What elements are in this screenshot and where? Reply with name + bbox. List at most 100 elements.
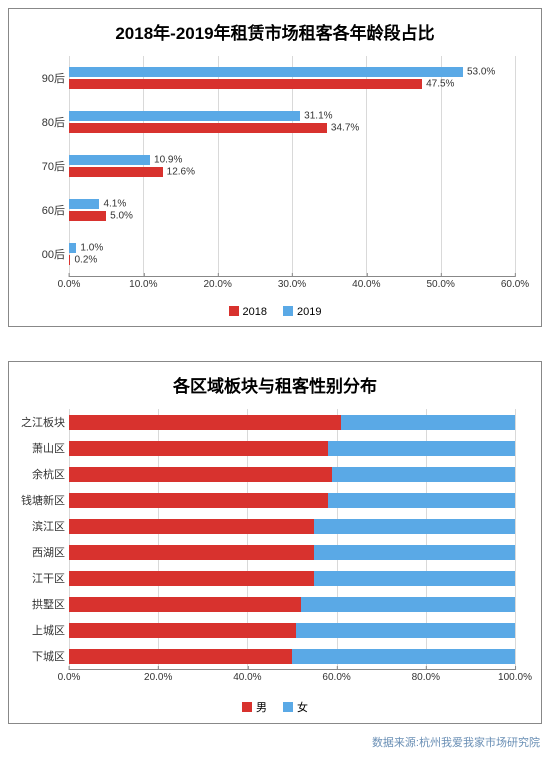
gender-category-label: 滨江区 — [17, 518, 65, 534]
x-tick-label: 60.0% — [322, 672, 350, 683]
age-category-label: 70后 — [17, 158, 65, 174]
gender-bar-male — [69, 493, 328, 508]
age-bar-value-label: 34.7% — [331, 123, 359, 134]
age-bar — [69, 111, 300, 121]
gender-bar-female — [301, 597, 515, 612]
gender-bar-female — [314, 571, 515, 586]
age-chart-panel: 2018年-2019年租赁市场租客各年龄段占比 90后 53.0% 47.5% 80后… — [8, 8, 542, 327]
legend-swatch — [229, 306, 239, 316]
age-category-label: 60后 — [17, 202, 65, 218]
gender-category-label: 萧山区 — [17, 440, 65, 456]
gender-bar-male — [69, 441, 328, 456]
gender-bar-female — [341, 415, 515, 430]
gridline — [515, 409, 516, 669]
age-bar-value-label: 31.1% — [304, 111, 332, 122]
gender-bars: 之江板块萧山区余杭区钱塘新区滨江区西湖区江干区拱墅区上城区下城区 — [69, 409, 515, 669]
age-bar — [69, 79, 422, 89]
age-bar-value-label: 1.0% — [80, 243, 103, 254]
legend-swatch — [283, 306, 293, 316]
age-bar-value-label: 10.9% — [154, 155, 182, 166]
gender-bar-row — [69, 519, 515, 534]
gender-category-label: 下城区 — [17, 648, 65, 664]
gender-chart-plot: 之江板块萧山区余杭区钱塘新区滨江区西湖区江干区拱墅区上城区下城区 0.0%20.… — [69, 409, 515, 669]
x-tick-label: 30.0% — [278, 279, 306, 290]
gender-bar-male — [69, 467, 332, 482]
gender-bar-row — [69, 415, 515, 430]
legend-item: 女 — [283, 699, 308, 715]
gender-category-label: 拱墅区 — [17, 596, 65, 612]
gender-bar-row — [69, 571, 515, 586]
gender-category-label: 上城区 — [17, 622, 65, 638]
age-bars: 90后53.0%47.5%80后31.1%34.7%70后10.9%12.6%6… — [69, 56, 515, 276]
gender-category-label: 余杭区 — [17, 466, 65, 482]
gender-bar-female — [328, 493, 515, 508]
age-bar-value-label: 5.0% — [110, 211, 133, 222]
gender-bar-male — [69, 597, 301, 612]
age-bar — [69, 211, 106, 221]
age-chart-plot: 90后53.0%47.5%80后31.1%34.7%70后10.9%12.6%6… — [69, 56, 515, 276]
gender-bar-male — [69, 519, 314, 534]
age-bar — [69, 255, 70, 265]
x-tick-label: 80.0% — [412, 672, 440, 683]
x-tick-label: 0.0% — [58, 672, 81, 683]
age-chart-title: 2018年-2019年租赁市场租客各年龄段占比 — [9, 9, 541, 50]
x-tick-label: 20.0% — [144, 672, 172, 683]
gender-bar-row — [69, 493, 515, 508]
gender-bar-male — [69, 571, 314, 586]
gender-category-label: 江干区 — [17, 570, 65, 586]
x-tick-label: 0.0% — [58, 279, 81, 290]
age-bar-value-label: 0.2% — [74, 255, 97, 266]
legend-swatch — [242, 702, 252, 712]
age-x-axis: 0.0%10.0%20.0%30.0%40.0%50.0%60.0% — [69, 276, 515, 292]
x-tick-label: 100.0% — [498, 672, 532, 683]
gender-legend: 男女 — [9, 697, 541, 723]
gender-category-label: 西湖区 — [17, 544, 65, 560]
gender-x-axis: 0.0%20.0%40.0%60.0%80.0%100.0% — [69, 669, 515, 685]
age-category-label: 90后 — [17, 70, 65, 86]
gender-category-label: 之江板块 — [17, 414, 65, 430]
gender-bar-female — [292, 649, 515, 664]
age-bar — [69, 155, 150, 165]
gender-bar-male — [69, 623, 296, 638]
age-bar-value-label: 53.0% — [467, 67, 495, 78]
gender-bar-female — [314, 519, 515, 534]
legend-item: 男 — [242, 699, 267, 715]
gender-bar-female — [314, 545, 515, 560]
age-category-label: 80后 — [17, 114, 65, 130]
gender-bar-row — [69, 597, 515, 612]
age-bar — [69, 167, 163, 177]
panel-gap — [0, 335, 550, 353]
age-bar — [69, 67, 463, 77]
age-bar — [69, 199, 99, 209]
gridline — [515, 56, 516, 276]
gender-bar-female — [328, 441, 515, 456]
gender-bar-male — [69, 649, 292, 664]
legend-item: 2019 — [283, 306, 321, 318]
x-tick-label: 60.0% — [501, 279, 529, 290]
gender-bar-male — [69, 545, 314, 560]
age-legend: 2018 2019 — [9, 304, 541, 326]
gender-bar-female — [296, 623, 515, 638]
data-source: 数据来源:杭州我爱我家市场研究院 — [0, 732, 550, 758]
age-bar — [69, 243, 76, 253]
legend-item: 2018 — [229, 306, 267, 318]
gender-bar-male — [69, 415, 341, 430]
gender-bar-row — [69, 545, 515, 560]
gender-category-label: 钱塘新区 — [17, 492, 65, 508]
x-tick-label: 40.0% — [233, 672, 261, 683]
gender-bar-row — [69, 623, 515, 638]
gender-bar-row — [69, 467, 515, 482]
gender-bar-row — [69, 649, 515, 664]
legend-swatch — [283, 702, 293, 712]
x-tick-label: 40.0% — [352, 279, 380, 290]
x-tick-label: 50.0% — [426, 279, 454, 290]
x-tick-label: 10.0% — [129, 279, 157, 290]
age-bar-value-label: 47.5% — [426, 79, 454, 90]
age-category-label: 00后 — [17, 246, 65, 262]
gender-chart-panel: 各区域板块与租客性别分布 之江板块萧山区余杭区钱塘新区滨江区西湖区江干区拱墅区上… — [8, 361, 542, 724]
gender-bar-row — [69, 441, 515, 456]
age-bar — [69, 123, 327, 133]
age-bar-value-label: 4.1% — [103, 199, 126, 210]
gender-bar-female — [332, 467, 515, 482]
x-tick-label: 20.0% — [203, 279, 231, 290]
